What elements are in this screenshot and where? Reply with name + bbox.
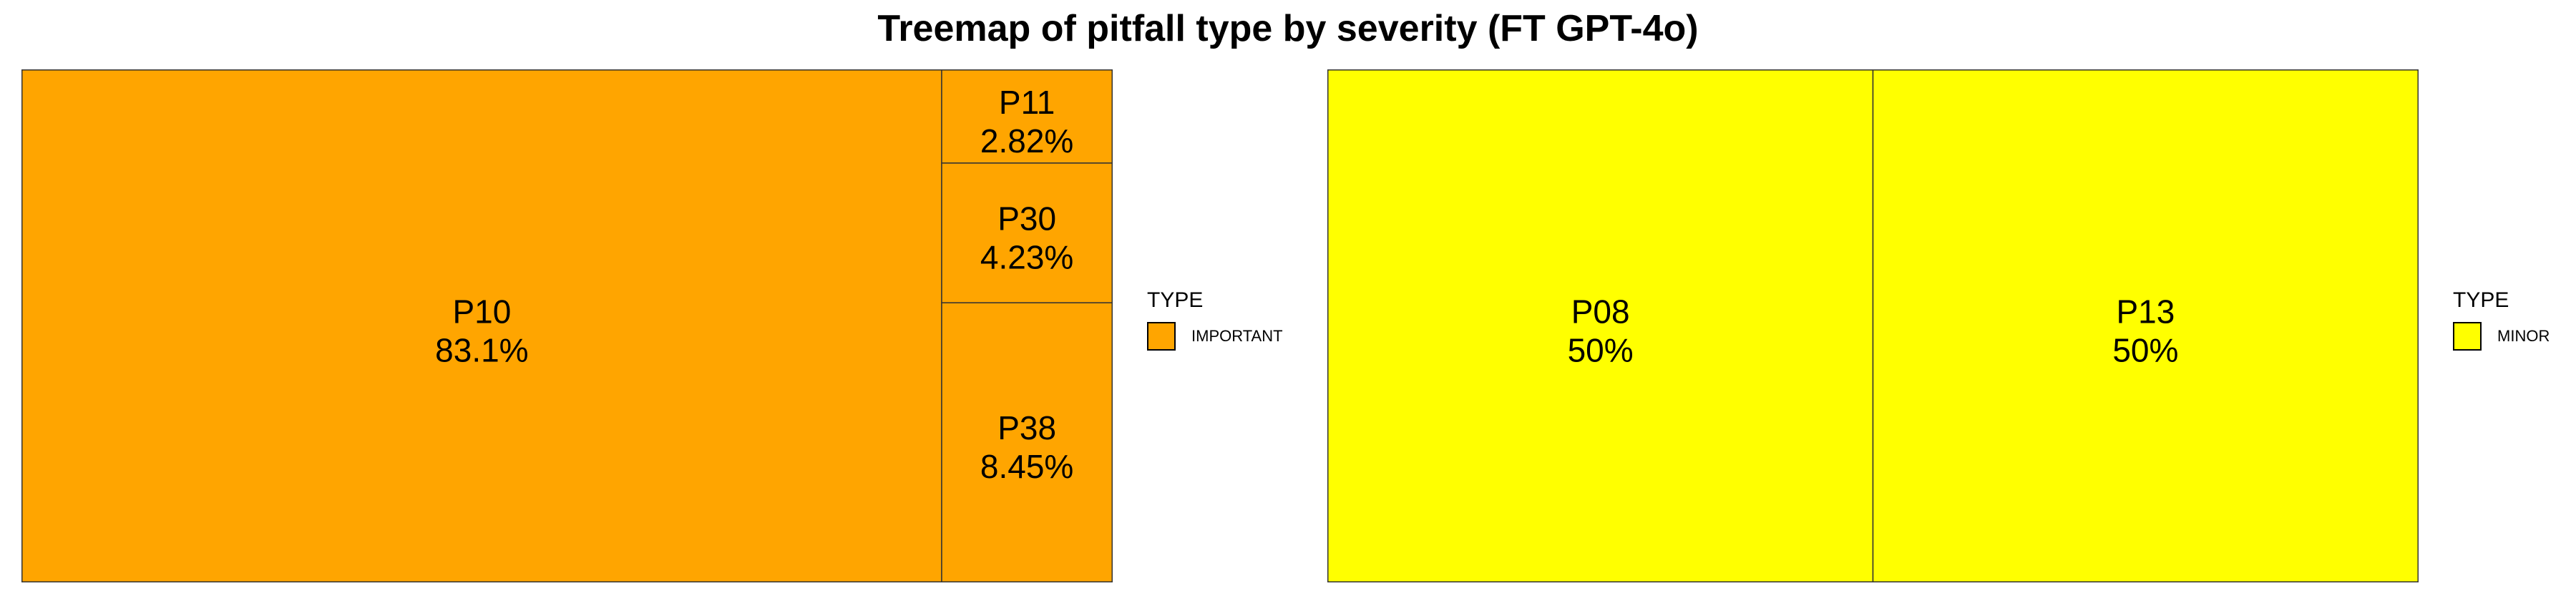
- tile-label-name: P08: [1571, 293, 1630, 331]
- tile-label-percent: 8.45%: [980, 448, 1073, 485]
- tile-label-percent: 50%: [1568, 332, 1634, 369]
- legend-label: MINOR: [2497, 327, 2550, 345]
- tile-label-percent: 2.82%: [980, 122, 1073, 160]
- legend-key-swatch: [1147, 322, 1176, 351]
- legend-title: TYPE: [2453, 288, 2509, 312]
- treemap-tile-p11: [941, 69, 1113, 164]
- tile-label-name: P11: [999, 84, 1055, 121]
- tile-label-percent: 50%: [2112, 332, 2178, 369]
- treemap-tile-p38: [941, 302, 1113, 582]
- tile-label-name: P30: [997, 200, 1056, 238]
- tile-label-name: P10: [452, 293, 511, 331]
- treemap-tile-p30: [941, 162, 1113, 303]
- legend-title: TYPE: [1147, 288, 1204, 312]
- legend-label: IMPORTANT: [1191, 327, 1283, 345]
- legend-minor: TYPE MINOR: [2453, 288, 2550, 351]
- tile-label-name: P38: [997, 409, 1056, 446]
- legend-key-swatch: [2453, 322, 2482, 351]
- tile-label-percent: 83.1%: [435, 332, 528, 369]
- legend-important: TYPE IMPORTANT: [1147, 288, 1283, 351]
- legend-entry-minor: MINOR: [2453, 322, 2550, 351]
- legend-entry-important: IMPORTANT: [1147, 322, 1283, 351]
- chart-title: Treemap of pitfall type by severity (FT …: [877, 8, 1699, 49]
- tile-label-name: P13: [2116, 293, 2175, 331]
- treemap-tile-p13: [1872, 69, 2419, 582]
- treemap-tile-p10: [21, 69, 942, 582]
- tile-label-percent: 4.23%: [980, 239, 1073, 276]
- treemap-tile-p08: [1327, 69, 1874, 582]
